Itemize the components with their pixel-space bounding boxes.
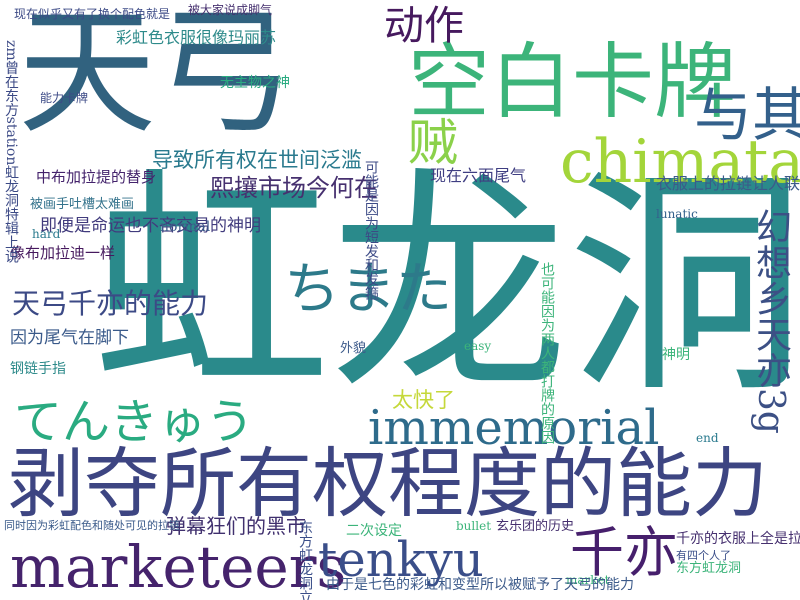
word-shenming: 外貌 [340, 341, 367, 356]
word-dongfang-kou: 东方虹龙洞立绘 [297, 520, 313, 600]
word-dongfang-li: 由于是七色的彩虹和变型所以被赋予了天弓的能力 [326, 577, 634, 593]
word-mingyun: 彩虹色衣服很像玛丽苏 [116, 28, 277, 47]
word-bullet: market [566, 573, 610, 587]
word-xiangbu: normal [160, 219, 211, 235]
word-youshang: 也可能因为两人都打牌的原因 [539, 262, 555, 444]
word-taikuai: 天弓千亦的能力 [12, 287, 209, 320]
word-daozhi: 太快了 [392, 388, 455, 412]
word-qiyi-yifu: 有四个人了 [676, 549, 731, 562]
word-chimata: chimata [560, 127, 800, 197]
word-tiangong-title: 天弓 [18, 0, 295, 153]
word-marketeers: marketeers [10, 533, 347, 600]
word-kongbai: 空白卡牌 [408, 35, 737, 130]
word-erci: 玄乐团的历史 [496, 519, 575, 534]
word-xirang: 导致所有权在世间泛滥 [152, 148, 362, 172]
word-chimata-kana: 贼 [408, 114, 458, 172]
word-xianzai: 衣服上的拉链让人联想到 [656, 174, 800, 193]
word-tongguo: 幻想乡天亦3g [750, 208, 791, 434]
word-yifu: 中布加拉提的替身 [36, 168, 157, 186]
word-bei: 现在似乎又有了换个配色就是 [14, 7, 171, 21]
word-yousi: 东方虹龙洞 [676, 561, 742, 576]
word-boduo: 剥夺所有权程度的能力 [8, 439, 768, 528]
word-relations: 动作 [384, 3, 464, 49]
word-xianzai-v: zm曾在东方station虹龙洞特辑上说 [3, 40, 19, 264]
word-end: easy [464, 339, 492, 353]
word-gangliang: 二次设定 [346, 523, 402, 539]
word-wuzhuwu: 弹幕狂们的黑市 [166, 514, 306, 538]
word-huanxiang: 熙攘市场今何在 [210, 174, 378, 202]
word-normal: lunatic [656, 207, 698, 221]
word-caihong: 无主物之神 [220, 75, 290, 91]
word-keneng: 被大家说成脚气 [188, 3, 273, 17]
word-immemorial: immemorial [368, 400, 660, 456]
word-tenkyu-kana: てんきゅう [14, 394, 255, 450]
word-qiyi: 千亦 [570, 521, 678, 584]
word-yekeneng: 可能是因为短发和发箍 [363, 160, 379, 300]
word-waimao: 钢链手指 [10, 361, 66, 377]
word-dongzuo: ちまた [284, 257, 452, 322]
word-xuanle: 千亦的衣服上全是拉链 [676, 531, 800, 547]
word-hongliudong: 虹龙洞 [92, 148, 800, 425]
word-zhanbi: 同时因为彩虹配色和随处可见的拉链 [4, 519, 180, 532]
word-tiangong-nl: 即便是命运也不吝交易的神明 [40, 216, 261, 236]
word-market: 能力卡牌 [40, 91, 89, 105]
word-danmu: 因为尾气在脚下 [10, 328, 129, 348]
word-nengli: 神明 [662, 347, 690, 363]
word-yinwei: 现在六面尾气 [430, 166, 527, 185]
word-easy: bullet [456, 519, 492, 533]
word-hard: end [696, 431, 719, 445]
word-zei: 与其他角色的关系 [694, 81, 800, 149]
word-zhongbu: 被画手吐槽太难画 [30, 197, 135, 212]
word-tenkyu: tenkyu [318, 532, 484, 588]
word-lunatic: hard [32, 227, 61, 241]
word-beihua: 像布加拉迪一样 [10, 244, 116, 262]
